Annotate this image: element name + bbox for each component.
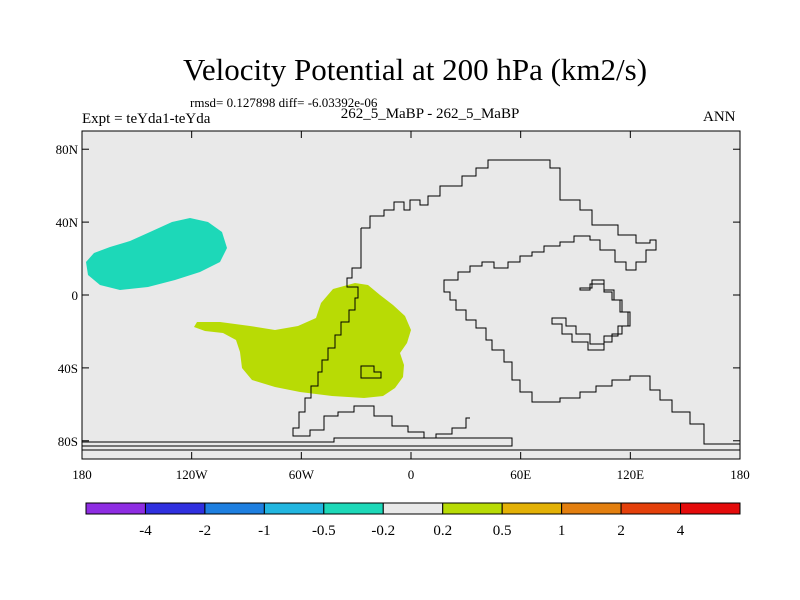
colorbar-swatch <box>263 502 325 515</box>
case-label: 262_5_MaBP - 262_5_MaBP <box>340 106 520 122</box>
experiment-label: Expt = teYda1-teYda <box>82 111 211 127</box>
colorbar-label: -1 <box>258 523 271 539</box>
colorbar-label: 0.2 <box>433 523 452 539</box>
lat-tick-label: 80N <box>56 142 79 157</box>
season-label: ANN <box>703 109 736 125</box>
lon-tick-label: 120W <box>176 467 209 482</box>
lon-tick-label: 60W <box>289 467 315 482</box>
coastlines <box>82 159 740 451</box>
lat-tick-label: 40N <box>56 215 79 230</box>
colorbar-swatch <box>561 502 622 515</box>
colorbar-label: -2 <box>199 523 212 539</box>
eurasia-africa-coastline <box>292 159 740 445</box>
lon-tick-label: 180 <box>72 467 92 482</box>
colorbar-label: 2 <box>617 523 625 539</box>
colorbar-swatch <box>442 502 503 515</box>
lon-tick-label: 60E <box>510 467 531 482</box>
plot-title: Velocity Potential at 200 hPa (km2/s) <box>182 52 648 87</box>
colorbar-swatch <box>144 502 206 515</box>
colorbar-swatch <box>680 502 741 515</box>
lat-tick-label: 80S <box>58 434 78 449</box>
stats-text: rmsd= 0.127898 diff= -6.03392e-06 <box>190 95 378 110</box>
lat-tick-labels: 80N 40N 0 40S 80S <box>56 142 79 449</box>
positive-anomaly-region <box>194 283 411 398</box>
lat-tick-label: 0 <box>72 288 79 303</box>
colorbar <box>85 502 741 515</box>
colorbar-label: -0.5 <box>312 523 336 539</box>
island-outline <box>360 365 382 379</box>
colorbar-swatch <box>501 502 563 515</box>
lon-axis <box>81 131 741 459</box>
lon-tick-label: 120E <box>617 467 645 482</box>
lat-axis <box>82 148 740 442</box>
colorbar-label: -4 <box>139 523 152 539</box>
colorbar-label: 4 <box>677 523 685 539</box>
colorbar-label: 0.5 <box>493 523 512 539</box>
colorbar-label: 1 <box>558 523 566 539</box>
colorbar-swatch <box>323 502 384 515</box>
antarctic-coastline <box>82 437 740 451</box>
lon-tick-label: 0 <box>408 467 415 482</box>
colorbar-swatch <box>85 502 146 515</box>
lon-tick-labels: 180 120W 60W 0 60E 120E 180 <box>72 467 750 482</box>
inner-sea-outline <box>551 279 631 351</box>
colorbar-label: -0.2 <box>371 523 395 539</box>
lon-tick-label: 180 <box>730 467 750 482</box>
map-background <box>82 131 740 459</box>
colorbar-swatch <box>382 502 444 515</box>
colorbar-labels: -4 -2 -1 -0.5 -0.2 0.2 0.5 1 2 4 <box>139 523 685 539</box>
colorbar-swatch <box>620 502 682 515</box>
colorbar-swatch <box>204 502 265 515</box>
negative-anomaly-region <box>86 218 227 290</box>
lat-tick-label: 40S <box>58 361 78 376</box>
